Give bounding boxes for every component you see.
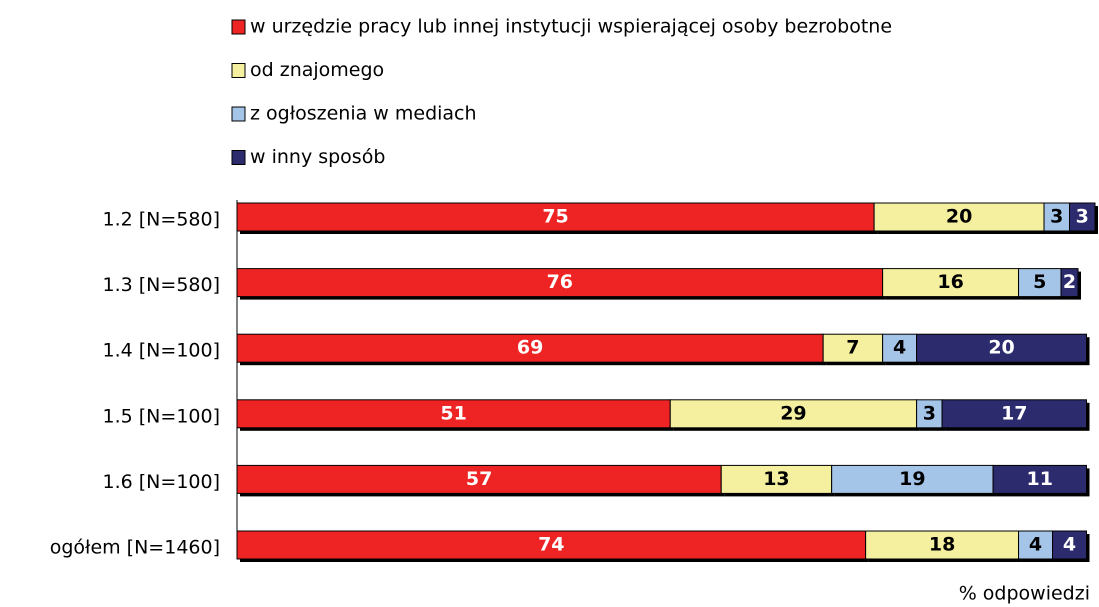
bar-segment bbox=[916, 333, 1088, 363]
legend-swatch bbox=[231, 150, 246, 165]
x-axis-label: % odpowiedzi bbox=[959, 583, 1090, 605]
data-label: 3 bbox=[1050, 206, 1063, 228]
data-label: 17 bbox=[1001, 402, 1027, 424]
bar-segment bbox=[822, 333, 884, 363]
y-tick-label: ogółem [N=1460] bbox=[50, 537, 220, 559]
y-tick-label: 1.4 [N=100] bbox=[103, 340, 220, 362]
data-label: 3 bbox=[1076, 206, 1089, 228]
bar-segment bbox=[236, 399, 671, 429]
data-label: 7 bbox=[846, 337, 859, 359]
y-tick-label: 1.5 [N=100] bbox=[103, 405, 220, 427]
bar-segment bbox=[1052, 530, 1088, 560]
data-label: 57 bbox=[466, 468, 492, 490]
data-label: 74 bbox=[538, 534, 564, 556]
data-label: 4 bbox=[1029, 534, 1042, 556]
data-label: 2 bbox=[1063, 271, 1076, 293]
data-label: 13 bbox=[763, 468, 789, 490]
legend-swatch bbox=[231, 63, 246, 78]
data-label: 11 bbox=[1027, 468, 1053, 490]
bar-segment bbox=[236, 202, 875, 232]
bar-segment bbox=[941, 399, 1088, 429]
data-label: 5 bbox=[1033, 271, 1046, 293]
bar-segment bbox=[236, 333, 824, 363]
bar-segment bbox=[1060, 268, 1079, 298]
bar-segment bbox=[882, 333, 918, 363]
data-label: 75 bbox=[542, 206, 568, 228]
data-label: 20 bbox=[988, 337, 1014, 359]
bar-segment bbox=[1018, 268, 1062, 298]
data-label: 51 bbox=[440, 402, 466, 424]
legend-label: od znajomego bbox=[250, 59, 384, 81]
legend-label: z ogłoszenia w mediach bbox=[250, 103, 477, 125]
data-label: 76 bbox=[547, 271, 573, 293]
y-tick-label: 1.3 [N=580] bbox=[103, 274, 220, 296]
legend-swatch bbox=[231, 19, 246, 35]
data-label: 20 bbox=[946, 206, 972, 228]
bar-segment bbox=[1043, 202, 1071, 232]
data-label: 16 bbox=[937, 271, 963, 293]
data-label: 69 bbox=[517, 337, 543, 359]
y-tick-label: 1.6 [N=100] bbox=[103, 471, 220, 493]
bar-segment bbox=[669, 399, 918, 429]
data-label: 4 bbox=[1063, 534, 1076, 556]
bar-segment bbox=[831, 464, 994, 494]
bar-segment bbox=[236, 268, 884, 298]
bar-segment bbox=[1069, 202, 1096, 232]
bar-segment bbox=[1018, 530, 1054, 560]
legend-label: w inny sposób bbox=[250, 146, 385, 168]
data-label: 3 bbox=[923, 402, 936, 424]
bar-segment bbox=[865, 530, 1020, 560]
bar-segment bbox=[882, 268, 1020, 298]
y-tick-label: 1.2 [N=580] bbox=[103, 209, 220, 231]
legend-swatch bbox=[231, 106, 246, 122]
bar-segment bbox=[720, 464, 833, 494]
bar-segment bbox=[992, 464, 1088, 494]
legend-label: w urzędzie pracy lub innej instytucji ws… bbox=[250, 16, 892, 38]
data-label: 4 bbox=[893, 337, 906, 359]
bar-segment bbox=[873, 202, 1045, 232]
data-label: 29 bbox=[780, 402, 806, 424]
bar-segment bbox=[236, 464, 722, 494]
bar-segment bbox=[236, 530, 867, 560]
data-label: 19 bbox=[899, 468, 925, 490]
bar-segment bbox=[916, 399, 943, 429]
data-label: 18 bbox=[929, 534, 955, 556]
